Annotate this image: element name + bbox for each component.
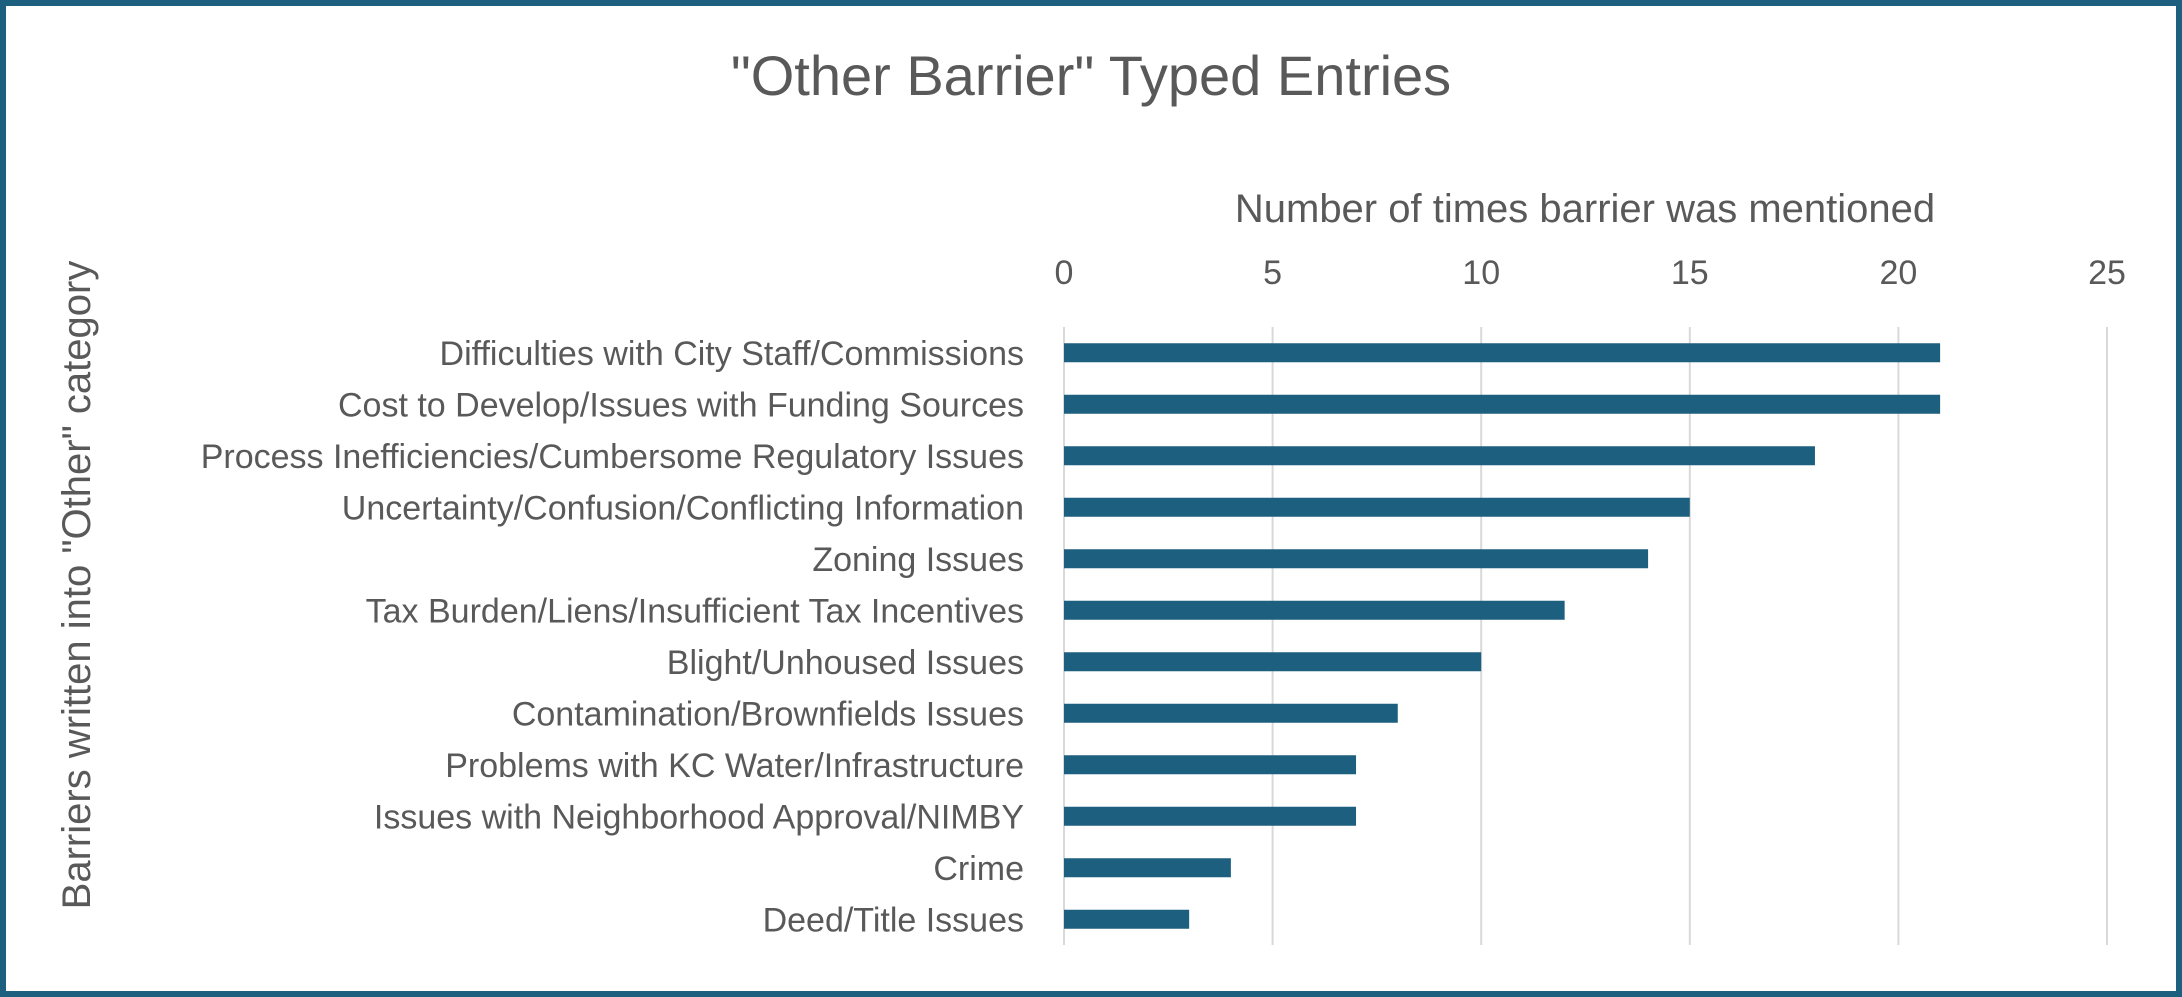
category-label: Issues with Neighborhood Approval/NIMBY: [374, 798, 1024, 836]
bar: [1064, 446, 1815, 466]
chart-title: "Other Barrier" Typed Entries: [731, 44, 1451, 107]
bar: [1064, 549, 1649, 569]
bar: [1064, 600, 1565, 620]
category-label: Difficulties with City Staff/Commissions: [440, 335, 1024, 373]
bar: [1064, 909, 1190, 929]
bar: [1064, 806, 1357, 826]
bar: [1064, 703, 1398, 723]
bar: [1064, 343, 1941, 363]
category-label: Process Inefficiencies/Cumbersome Regula…: [201, 438, 1024, 476]
x-tick-label: 25: [2088, 254, 2126, 292]
category-label: Cost to Develop/Issues with Funding Sour…: [338, 386, 1024, 424]
category-label: Crime: [933, 850, 1024, 888]
x-tick-layer: 0 5 10 15 20 25: [1055, 254, 2126, 292]
grid-layer: [1063, 327, 2108, 945]
category-label: Blight/Unhoused Issues: [667, 644, 1024, 682]
category-label: Contamination/Brownfields Issues: [512, 695, 1024, 733]
x-tick-label: 20: [1879, 254, 1917, 292]
y-axis-title: Barriers written into "Other" category: [55, 261, 99, 910]
x-tick-label: 5: [1263, 254, 1282, 292]
bar: [1064, 652, 1482, 672]
bar: [1064, 497, 1690, 517]
category-label: Deed/Title Issues: [763, 901, 1024, 939]
bar-layer: [1064, 343, 1941, 929]
category-label: Problems with KC Water/Infrastructure: [445, 747, 1024, 785]
category-label-layer: Difficulties with City Staff/Commissions…: [201, 335, 1024, 940]
category-label: Tax Burden/Liens/Insufficient Tax Incent…: [366, 592, 1024, 630]
x-axis-title: Number of times barrier was mentioned: [1235, 187, 1935, 231]
x-tick-label: 15: [1671, 254, 1709, 292]
x-tick-label: 0: [1055, 254, 1074, 292]
category-label: Zoning Issues: [812, 541, 1024, 579]
bar: [1064, 858, 1231, 878]
bar: [1064, 394, 1941, 414]
category-label: Uncertainty/Confusion/Conflicting Inform…: [342, 489, 1024, 527]
x-tick-label: 10: [1462, 254, 1500, 292]
bar: [1064, 755, 1357, 775]
